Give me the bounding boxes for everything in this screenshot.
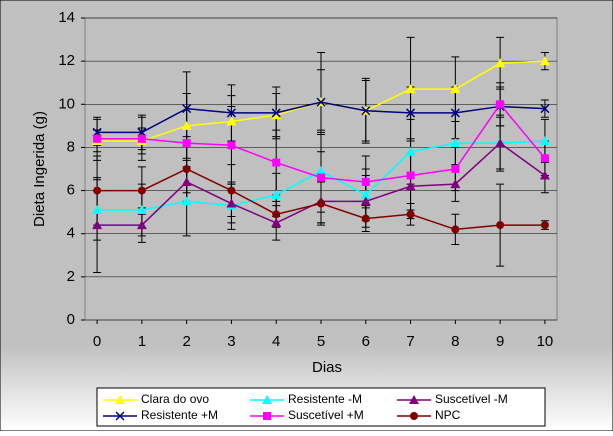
marker (227, 141, 236, 150)
marker (450, 179, 461, 189)
marker (451, 165, 460, 173)
x-tick-label: 6 (362, 333, 370, 350)
marker (450, 108, 460, 118)
marker (405, 181, 416, 191)
marker (226, 198, 237, 208)
marker (182, 139, 191, 148)
legend-label: Clara do ovo (141, 392, 209, 406)
legend-marker (263, 412, 271, 420)
y-tick-label: 2 (67, 268, 75, 285)
marker (495, 138, 506, 148)
marker (226, 116, 237, 126)
x-tick-label: 2 (182, 333, 190, 350)
legend-marker (409, 395, 419, 404)
marker (451, 225, 460, 234)
marker (406, 108, 416, 118)
marker (540, 154, 549, 163)
y-tick-label: 10 (58, 95, 75, 112)
legend-label: NPC (435, 408, 461, 422)
legend-label: Resistente -M (288, 392, 362, 406)
legend-marker (410, 412, 418, 420)
legend-label: Suscetível -M (435, 392, 508, 406)
legend-label: Resistente +M (141, 408, 218, 422)
marker (495, 58, 506, 68)
marker (406, 171, 415, 180)
marker (136, 204, 147, 214)
marker (272, 158, 281, 167)
x-tick-label: 7 (406, 333, 414, 350)
x-tick-label: 10 (537, 333, 554, 350)
marker (450, 138, 461, 148)
marker (317, 199, 325, 208)
marker (271, 110, 282, 120)
x-tick-label: 0 (93, 333, 101, 350)
x-tick-label: 1 (138, 333, 146, 350)
marker (316, 97, 326, 107)
marker (539, 135, 550, 145)
marker (361, 106, 371, 116)
marker (540, 221, 549, 230)
marker (226, 108, 236, 118)
marker (360, 189, 371, 199)
marker (93, 186, 102, 195)
marker (271, 217, 282, 227)
legend-marker (115, 395, 125, 404)
marker (496, 221, 505, 230)
marker (93, 134, 102, 143)
marker (182, 104, 192, 114)
marker (92, 204, 103, 214)
marker (227, 186, 236, 195)
x-axis-label: Dias (312, 359, 342, 376)
legend (96, 387, 546, 427)
y-tick-label: 12 (58, 52, 75, 69)
marker (316, 166, 326, 176)
y-tick-label: 14 (58, 9, 75, 26)
legend-marker (115, 411, 125, 421)
x-tick-label: 3 (227, 333, 235, 350)
marker (271, 108, 281, 118)
marker (361, 177, 370, 186)
x-tick-label: 5 (317, 333, 325, 350)
x-tick-label: 4 (272, 333, 280, 350)
marker (92, 220, 103, 230)
y-tick-label: 0 (67, 311, 75, 328)
legend-marker (262, 395, 272, 404)
marker (361, 214, 370, 223)
marker (496, 100, 505, 109)
marker (317, 173, 325, 182)
marker (450, 84, 461, 94)
x-tick-label: 9 (496, 333, 504, 350)
marker (539, 56, 550, 66)
marker (182, 165, 191, 173)
marker (181, 196, 192, 206)
y-tick-label: 4 (67, 225, 75, 242)
marker (406, 210, 415, 219)
marker (136, 220, 147, 230)
marker (137, 186, 146, 195)
y-tick-label: 8 (67, 138, 75, 155)
marker (360, 196, 371, 206)
x-tick-label: 8 (451, 333, 459, 350)
marker (539, 170, 550, 180)
marker (181, 120, 192, 130)
y-axis-label: Dieta Ingerida (g) (31, 111, 48, 227)
legend-label: Suscetível +M (288, 408, 364, 422)
marker (540, 104, 550, 114)
marker (272, 210, 281, 219)
marker (405, 146, 416, 156)
marker (137, 134, 146, 143)
marker (405, 84, 416, 94)
marker (271, 189, 282, 199)
y-tick-label: 6 (67, 182, 75, 199)
marker (181, 176, 192, 186)
